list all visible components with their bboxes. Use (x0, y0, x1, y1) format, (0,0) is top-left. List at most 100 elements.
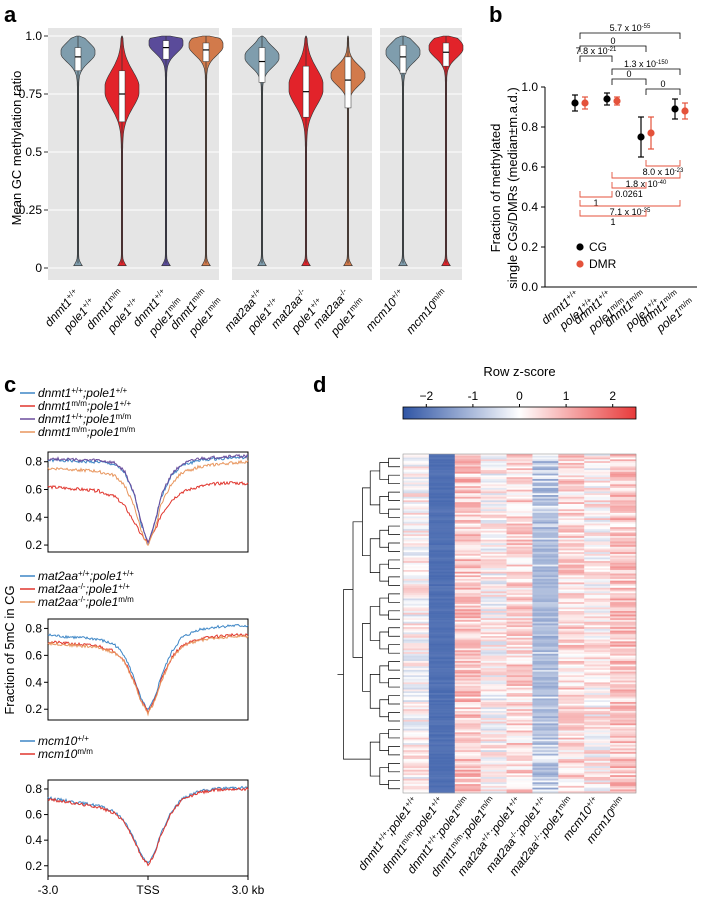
heatmap-cell (584, 771, 611, 774)
heatmap-cell (532, 514, 559, 517)
legend-label: CG (589, 240, 607, 254)
heatmap-cell (454, 771, 481, 774)
heatmap-cell (610, 511, 637, 514)
heatmap-cell (610, 493, 637, 496)
panel-label-c: c (4, 372, 16, 397)
heatmap-cell (584, 721, 611, 724)
heatmap-cell (480, 723, 507, 726)
profile-line (47, 634, 249, 717)
heatmap-cell (480, 598, 507, 601)
heatmap-cell (558, 639, 585, 642)
heatmap-cell (506, 673, 533, 676)
heatmap-cell (584, 484, 611, 487)
heatmap-cell (558, 580, 585, 583)
heatmap-cell (480, 584, 507, 587)
heatmap-cell (403, 628, 430, 631)
heatmap-cell (610, 678, 637, 681)
heatmap-cell (610, 696, 637, 699)
heatmap-cell (506, 471, 533, 474)
heatmap-cell (532, 580, 559, 583)
heatmap-cell (610, 571, 637, 574)
heatmap-cell (454, 534, 481, 537)
heatmap-cell (506, 721, 533, 724)
heatmap-cell (403, 598, 430, 601)
heatmap-cell (428, 568, 456, 571)
heatmap-cell (454, 468, 481, 471)
heatmap-cell (506, 743, 533, 746)
heatmap-cell (558, 575, 585, 578)
heatmap-cell (610, 464, 637, 467)
heatmap-cell (506, 766, 533, 769)
heatmap-cell (454, 577, 481, 580)
heatmap-cell (506, 528, 533, 532)
heatmap-cell (506, 775, 533, 778)
colorbar-tick-label: -1 (468, 389, 479, 403)
heatmap-cell (454, 725, 481, 728)
heatmap-cell (506, 726, 533, 730)
heatmap-cell (558, 495, 585, 498)
heatmap-cell (403, 525, 430, 528)
heatmap-cell (558, 496, 585, 499)
comparison-bracket (611, 172, 681, 179)
genotype-gene: mcm10 (38, 747, 78, 761)
heatmap-cell (454, 743, 481, 746)
heatmap-cell (584, 527, 611, 530)
heatmap-cell (532, 710, 559, 714)
heatmap-cell (558, 773, 585, 776)
heatmap-cell (584, 596, 611, 599)
heatmap-cell (454, 687, 481, 690)
heatmap-cell (454, 557, 481, 560)
heatmap-cell (480, 639, 507, 642)
heatmap-cell (428, 459, 456, 462)
heatmap-cell (506, 593, 533, 596)
heatmap-cell (480, 614, 507, 617)
heatmap-cell (532, 644, 559, 647)
heatmap-cell (610, 530, 637, 533)
heatmap-frame (402, 453, 637, 794)
heatmap-cell (532, 546, 559, 549)
heatmap-cell (454, 457, 481, 460)
heatmap-cell (610, 505, 637, 508)
heatmap-cell (403, 643, 430, 646)
heatmap-cell (506, 693, 533, 696)
heatmap-cell (506, 518, 533, 521)
heatmap-cell (428, 778, 456, 781)
heatmap-cell (403, 594, 430, 598)
heatmap-cell (428, 791, 456, 794)
heatmap-cell (558, 605, 585, 608)
heatmap-cell (454, 546, 481, 549)
heatmap-cell (532, 454, 559, 457)
heatmap-cell (584, 586, 611, 589)
plot-frame (47, 451, 249, 553)
heatmap-cell (532, 716, 559, 719)
dendrogram-branch (369, 741, 380, 777)
heatmap-cell (584, 680, 611, 683)
heatmap-cell (506, 561, 533, 564)
heatmap-cell (610, 486, 637, 489)
heatmap-cell (506, 546, 533, 549)
heatmap-cell (532, 509, 559, 512)
heatmap-cell (428, 784, 456, 787)
heatmap-cell (610, 671, 637, 674)
heatmap-cell (403, 502, 430, 505)
heatmap-cell (532, 775, 559, 778)
heatmap-cell (610, 514, 637, 517)
heatmap-cell (584, 744, 611, 747)
heatmap-cell (403, 514, 430, 517)
heatmap-cell (532, 507, 559, 510)
heatmap-cell (610, 569, 637, 573)
heatmap-cell (506, 641, 533, 644)
heatmap-cell (506, 785, 533, 788)
genotype-allele: -/- (78, 595, 86, 604)
heatmap-cell (558, 548, 585, 551)
heatmap-cell (454, 495, 481, 498)
heatmap-cell (454, 759, 481, 762)
heatmap-cell (532, 625, 559, 628)
data-point (681, 107, 689, 115)
heatmap-cell (610, 662, 637, 665)
heatmap-cell (584, 502, 611, 505)
heatmap-cell (584, 468, 611, 471)
heatmap-cell (610, 775, 637, 778)
heatmap-cell (506, 712, 533, 715)
heatmap-cell (610, 732, 637, 735)
